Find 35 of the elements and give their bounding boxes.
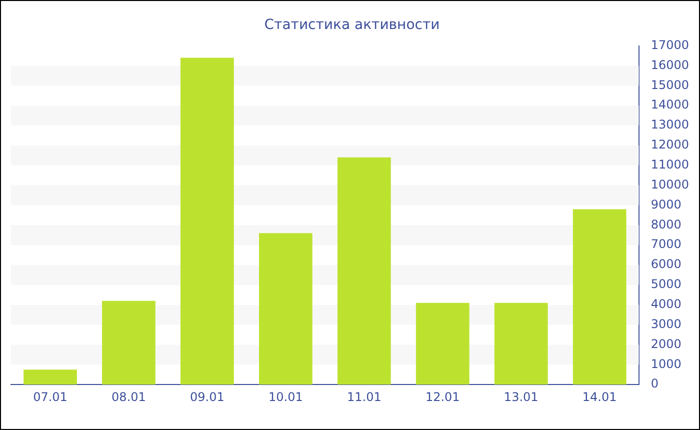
y-tick-label: 2000: [650, 336, 682, 351]
y-tick-label: 8000: [650, 217, 682, 232]
y-tick-label: 13000: [650, 118, 690, 132]
bar: [102, 300, 156, 385]
x-tick-label: 11.01: [346, 390, 382, 404]
bar: [572, 209, 626, 385]
x-tick-label: 13.01: [504, 390, 538, 404]
y-tick-label: 5000: [650, 277, 682, 292]
x-tick-label: 12.01: [425, 390, 460, 404]
bar: [494, 302, 548, 385]
y-tick-label: 6000: [650, 257, 682, 272]
y-tick-label: 17000: [650, 38, 690, 52]
bar: [337, 157, 391, 385]
bar: [258, 233, 312, 385]
y-tick-label: 4000: [650, 297, 682, 312]
y-tick-label: 12000: [650, 138, 690, 152]
bar: [416, 302, 470, 385]
chart-title: Статистика активности: [264, 17, 440, 34]
y-tick-label: 0: [650, 376, 658, 391]
bar: [180, 58, 234, 385]
y-tick-label: 16000: [650, 58, 690, 72]
x-tick-label: 08.01: [112, 390, 146, 404]
x-tick-label: 07.01: [33, 390, 68, 404]
x-tick-label: 14.01: [582, 390, 617, 404]
y-tick-label: 14000: [650, 98, 690, 112]
y-tick-label: 9000: [650, 197, 682, 212]
y-tick-label: 1000: [650, 356, 682, 371]
y-tick-label: 3000: [650, 316, 682, 331]
x-tick-label: 10.01: [268, 390, 303, 404]
x-tick-label: 09.01: [190, 390, 224, 404]
y-tick-label: 10000: [650, 177, 690, 192]
y-tick-label: 11000: [650, 158, 690, 172]
y-tick-label: 7000: [650, 237, 682, 252]
bar: [24, 370, 77, 385]
y-tick-label: 15000: [650, 78, 690, 92]
